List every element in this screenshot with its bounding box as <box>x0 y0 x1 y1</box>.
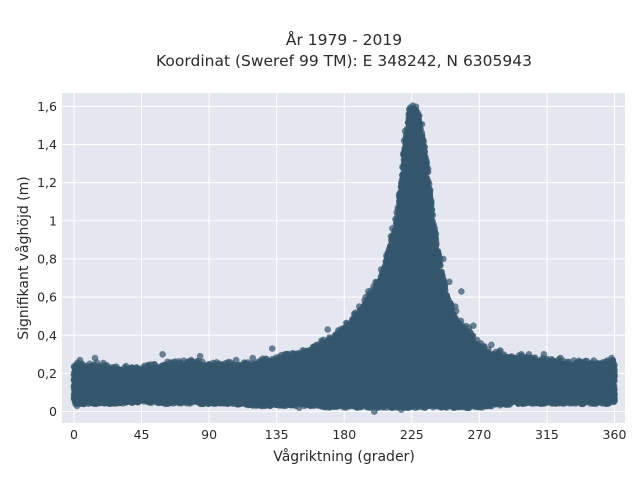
chart-title: År 1979 - 2019 <box>286 30 402 49</box>
chart-subtitle: Koordinat (Sweref 99 TM): E 348242, N 63… <box>156 52 532 70</box>
